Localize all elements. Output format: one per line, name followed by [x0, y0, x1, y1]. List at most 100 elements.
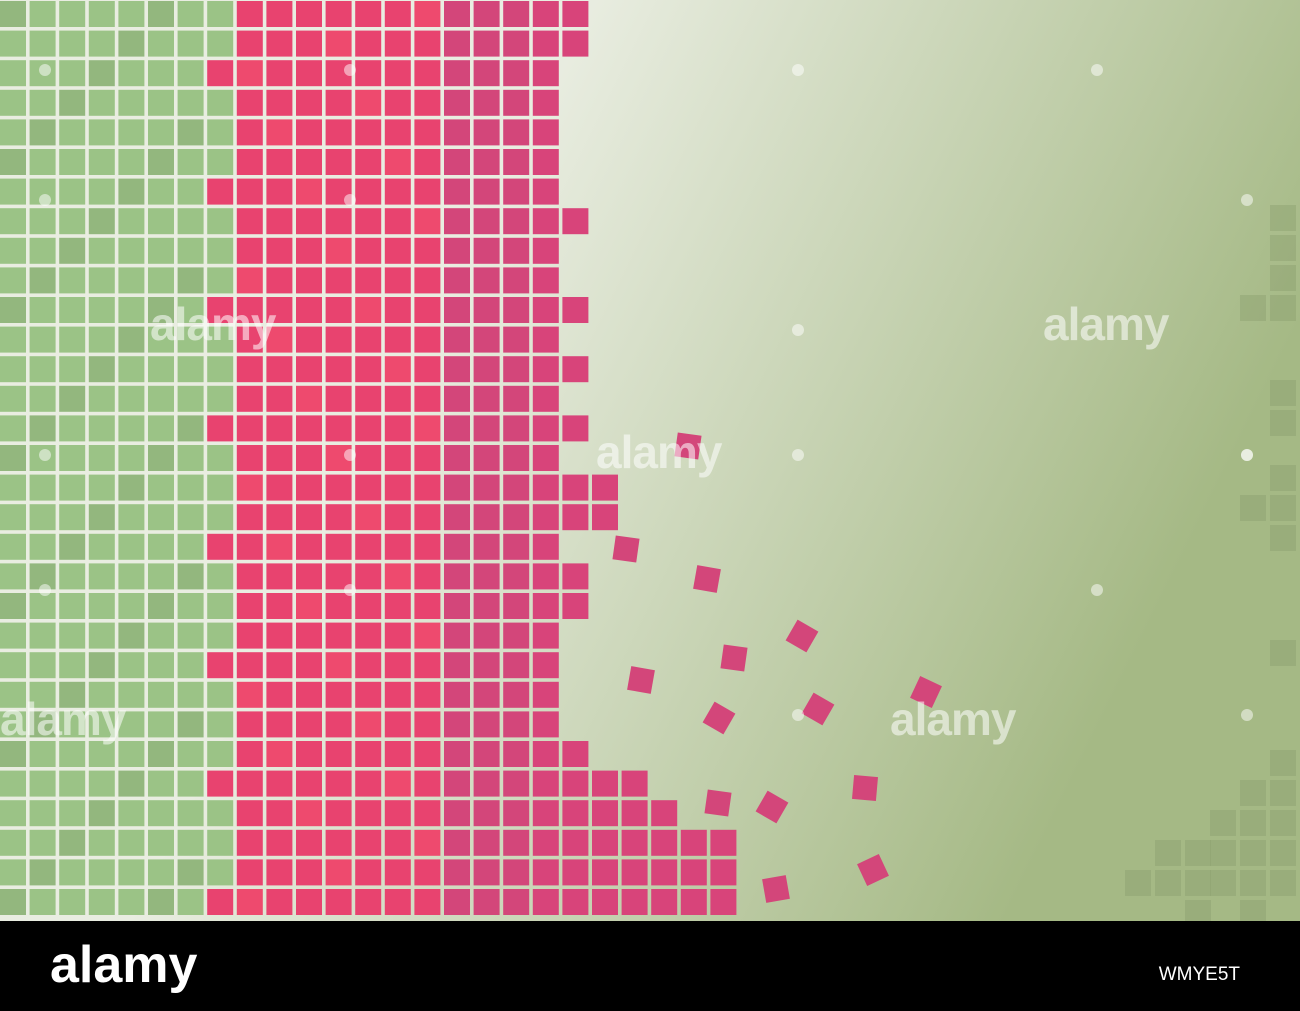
tile [384, 504, 411, 531]
tile [384, 533, 411, 560]
tile [236, 178, 263, 205]
tile [532, 356, 559, 383]
tile [177, 415, 204, 442]
tile [414, 149, 441, 175]
tile [710, 889, 737, 915]
tile [384, 800, 411, 827]
tile [0, 563, 26, 590]
tile [148, 297, 174, 323]
tile [0, 208, 26, 235]
tile [444, 622, 470, 649]
tile [59, 297, 86, 323]
tile [207, 385, 234, 412]
tile [59, 1, 86, 27]
tile [88, 474, 115, 501]
tile [296, 533, 322, 560]
tile [177, 741, 204, 767]
tile [444, 119, 470, 146]
tile [266, 60, 293, 87]
tile [118, 563, 145, 590]
tile [384, 60, 411, 87]
tile [177, 149, 204, 175]
tile [473, 178, 500, 205]
tile [296, 178, 322, 205]
tile [0, 119, 26, 146]
tile [59, 356, 86, 383]
tile [207, 237, 234, 264]
tile [118, 445, 145, 471]
tile [236, 60, 263, 87]
tile [444, 415, 470, 442]
tile [296, 267, 322, 294]
tile [532, 711, 559, 738]
tile [503, 622, 530, 649]
tile [207, 533, 234, 560]
tile [532, 385, 559, 412]
tile [296, 149, 322, 175]
tile [207, 297, 234, 323]
tile [414, 178, 441, 205]
tile [88, 681, 115, 708]
tile [59, 119, 86, 146]
tile [0, 149, 26, 175]
footer-logo: alamy [50, 936, 198, 994]
tile [801, 692, 835, 726]
tile [118, 770, 145, 797]
tile [88, 563, 115, 590]
tile [1240, 295, 1266, 321]
tile [444, 889, 470, 915]
tile [355, 800, 382, 827]
tile [177, 800, 204, 827]
tile [562, 297, 589, 323]
tile [1270, 410, 1296, 436]
tile [177, 533, 204, 560]
tile [1240, 870, 1266, 896]
tile [1270, 465, 1296, 491]
tile [444, 711, 470, 738]
tile [0, 741, 26, 767]
tile [414, 89, 441, 116]
tile [236, 208, 263, 235]
tile [857, 854, 889, 886]
tile [532, 60, 559, 87]
tile [207, 622, 234, 649]
tile [503, 593, 530, 619]
tile [1270, 870, 1296, 896]
tile [88, 415, 115, 442]
tile [325, 208, 352, 235]
tile [444, 593, 470, 619]
tile [177, 652, 204, 679]
tile [207, 326, 234, 353]
tile [88, 178, 115, 205]
tile [444, 533, 470, 560]
tile [29, 593, 56, 619]
tile [444, 652, 470, 679]
tile [0, 326, 26, 353]
tile [414, 119, 441, 146]
tile [29, 1, 56, 27]
tile [148, 889, 174, 915]
tile [118, 149, 145, 175]
tile [473, 889, 500, 915]
tile [562, 208, 589, 235]
tile [29, 89, 56, 116]
tile [473, 208, 500, 235]
tile [266, 267, 293, 294]
tile [148, 415, 174, 442]
tile [29, 681, 56, 708]
tile [266, 652, 293, 679]
tile [29, 859, 56, 886]
tile [414, 711, 441, 738]
tile [29, 829, 56, 856]
tile [148, 178, 174, 205]
tile [414, 237, 441, 264]
tile [414, 770, 441, 797]
tile [236, 652, 263, 679]
watermark-dot [1091, 584, 1103, 596]
tile [592, 859, 618, 886]
tile [1240, 780, 1266, 806]
tile [177, 237, 204, 264]
tile [710, 859, 737, 886]
tile [355, 711, 382, 738]
tile [236, 889, 263, 915]
